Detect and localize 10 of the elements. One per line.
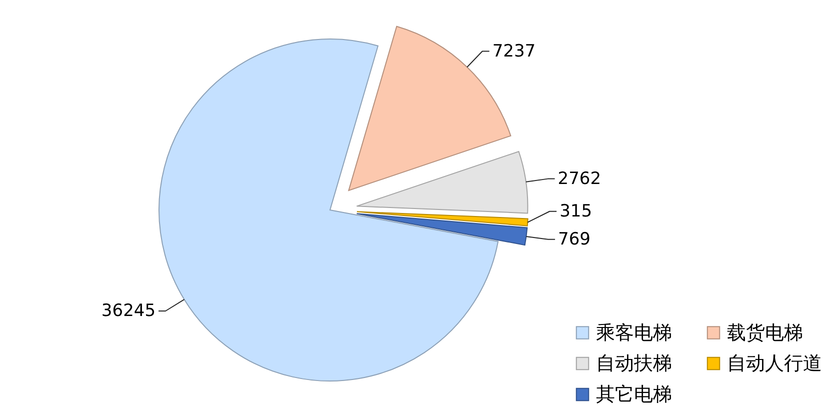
legend-label: 载货电梯 [727, 322, 803, 344]
legend-label: 自动人行道 [727, 352, 822, 374]
legend-label: 乘客电梯 [596, 322, 672, 344]
data-label: 769 [558, 229, 590, 250]
legend-label: 其它电梯 [596, 384, 672, 406]
data-label: 7237 [492, 41, 536, 62]
legend-label: 自动扶梯 [596, 352, 672, 374]
data-label: 2762 [558, 168, 602, 189]
data-label: 315 [560, 201, 592, 222]
data-label: 36245 [101, 300, 156, 321]
